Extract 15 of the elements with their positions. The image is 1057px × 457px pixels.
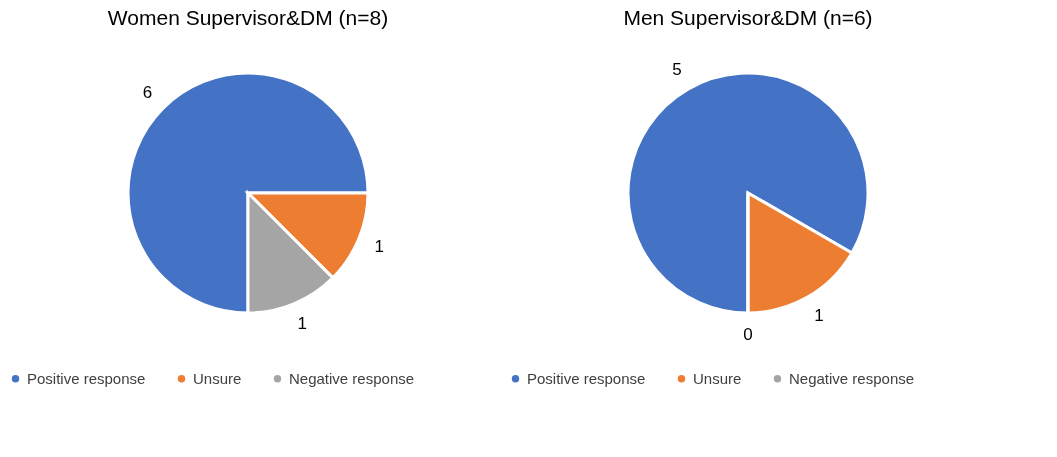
legend-label: Negative response [789,369,915,387]
data-label: 1 [374,237,384,257]
chart-title: Men Supervisor&DM (n=6) [623,6,873,29]
chart-title: Women Supervisor&DM (n=8) [107,6,389,29]
legend-label: Positive response [527,369,646,387]
legend-label: Positive response [27,369,146,387]
legend-label: Negative response [289,369,415,387]
pie-slice [126,71,370,315]
data-label: 1 [297,314,308,334]
data-label: 5 [672,60,682,80]
data-label: 1 [814,305,824,325]
legend-label: Unsure [693,369,742,387]
data-label: 6 [142,82,153,102]
text: 0 [743,325,753,344]
legend-label: Unsure [193,369,242,387]
